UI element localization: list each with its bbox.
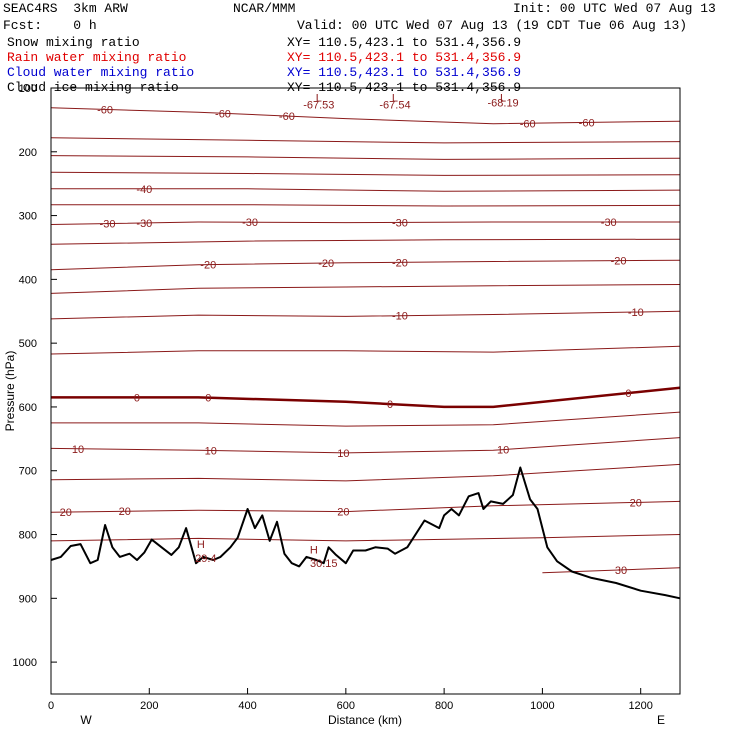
extremum-annotation: -68.19 bbox=[487, 97, 518, 109]
y-tick-label: 300 bbox=[19, 211, 37, 223]
extremum-annotation: L bbox=[316, 92, 322, 104]
init-time: Init: 00 UTC Wed 07 Aug 13 bbox=[513, 1, 716, 16]
extremum-annotation: L bbox=[392, 92, 398, 104]
isotherm-label: 10 bbox=[497, 445, 509, 457]
isotherm-label: -60 bbox=[520, 118, 536, 130]
isotherm-label: -30 bbox=[242, 217, 258, 229]
isotherm-label: -30 bbox=[136, 218, 152, 230]
y-tick-label: 900 bbox=[19, 593, 37, 605]
y-tick-label: 100 bbox=[19, 83, 37, 95]
isotherm-line bbox=[50, 221, 680, 225]
isotherm-label: -60 bbox=[279, 111, 295, 123]
isotherm-label: -20 bbox=[392, 257, 408, 269]
x-end-label-west: W bbox=[80, 713, 92, 727]
isotherm-line bbox=[51, 188, 681, 192]
isotherm-line bbox=[51, 204, 681, 207]
x-tick-label: 800 bbox=[435, 700, 453, 712]
legend-snow: Snow mixing ratio bbox=[7, 35, 140, 50]
x-tick-label: 0 bbox=[48, 700, 54, 712]
x-tick-label: 400 bbox=[238, 700, 256, 712]
y-tick-label: 200 bbox=[19, 147, 37, 159]
x-end-label-east: E bbox=[657, 713, 665, 727]
y-tick-label: 1000 bbox=[13, 657, 37, 669]
y-tick-label: 500 bbox=[19, 338, 37, 350]
isotherm-line bbox=[50, 137, 681, 144]
isotherm-label: 0 bbox=[625, 388, 631, 400]
isotherm-line bbox=[50, 107, 681, 125]
y-axis-label: Pressure (hPa) bbox=[3, 351, 17, 432]
isotherm-line bbox=[50, 238, 681, 245]
extremum-annotation: H bbox=[197, 539, 205, 551]
isotherm-label: 0 bbox=[205, 393, 211, 405]
extremum-annotation: -67.54 bbox=[379, 99, 410, 111]
x-axis-label: Distance (km) bbox=[328, 713, 402, 727]
valid-time: Valid: 00 UTC Wed 07 Aug 13 (19 CDT Tue … bbox=[297, 18, 688, 33]
isotherm-line bbox=[50, 284, 681, 294]
chart-axes: 0 200 400 600 800 1000 12001002003004005006007… bbox=[13, 83, 653, 712]
y-tick-label: 600 bbox=[19, 402, 37, 414]
plot-frame bbox=[50, 87, 681, 695]
legend-cloud-water: Cloud water mixing ratio bbox=[7, 65, 195, 80]
x-tick-label: 200 bbox=[140, 700, 158, 712]
isotherm-label: 20 bbox=[60, 507, 72, 519]
isotherm-label: 10 bbox=[72, 444, 84, 456]
isotherm-line bbox=[51, 411, 681, 427]
isotherm-line bbox=[50, 500, 681, 513]
legend-snow-xy: XY= 110.5,423.1 to 531.4,356.9 bbox=[287, 35, 522, 50]
x-tick-label: 600 bbox=[337, 700, 355, 712]
extremum-annotation: 29.4 bbox=[195, 553, 216, 565]
isotherm-label: -40 bbox=[136, 184, 152, 196]
isotherm-line bbox=[50, 310, 681, 320]
model-title: SEAC4RS 3km ARW bbox=[3, 1, 128, 16]
source-label: NCAR/MMM bbox=[233, 1, 296, 16]
isotherm-label: -30 bbox=[100, 219, 116, 231]
isotherm-label: -20 bbox=[200, 260, 216, 272]
isotherm-line bbox=[50, 534, 681, 542]
isotherm-label: -30 bbox=[392, 217, 408, 229]
isotherm-label: -10 bbox=[392, 311, 408, 323]
isotherm-label: 30 bbox=[615, 565, 627, 577]
isotherm-line bbox=[50, 463, 681, 482]
isotherm-label: 20 bbox=[119, 506, 131, 518]
isotherm-label: 10 bbox=[205, 446, 217, 458]
isotherm-line bbox=[50, 155, 681, 160]
isotherm-line bbox=[50, 345, 681, 355]
y-tick-label: 400 bbox=[19, 274, 37, 286]
isotherm-label: 0 bbox=[387, 399, 393, 411]
x-tick-label: 1200 bbox=[628, 700, 652, 712]
legend-rain-xy: XY= 110.5,423.1 to 531.4,356.9 bbox=[287, 50, 522, 65]
legend-cloud-water-xy: XY= 110.5,423.1 to 531.4,356.9 bbox=[287, 65, 522, 80]
isotherm-line bbox=[542, 567, 681, 574]
isotherm-label: 0 bbox=[134, 392, 140, 404]
isotherm-label: -60 bbox=[215, 108, 231, 120]
chart-marks: -60 -60 -60 -60 -60 -40 -30 -30 -30 -30 -30 -20 -20 -… bbox=[50, 92, 681, 600]
isotherm-line bbox=[50, 259, 681, 271]
legend-rain: Rain water mixing ratio bbox=[7, 50, 187, 65]
isotherm-label: -20 bbox=[611, 256, 627, 268]
extremum-annotation: L bbox=[500, 92, 506, 104]
isotherm-label: 10 bbox=[337, 448, 349, 460]
isotherm-label: -20 bbox=[318, 258, 334, 270]
x-tick-label: 1000 bbox=[530, 700, 554, 712]
extremum-annotation: 30.15 bbox=[310, 558, 338, 570]
isotherm-label: -60 bbox=[97, 104, 113, 116]
y-tick-label: 800 bbox=[19, 530, 37, 542]
y-tick-label: 700 bbox=[19, 466, 37, 478]
terrain-line bbox=[50, 466, 681, 600]
extremum-annotation: H bbox=[310, 545, 318, 557]
isotherm-label: -30 bbox=[601, 217, 617, 229]
extremum-annotation: -67.53 bbox=[303, 99, 334, 111]
forecast-hour: Fcst: 0 h bbox=[3, 18, 97, 33]
isotherm-line bbox=[51, 386, 681, 409]
isotherm-label: 20 bbox=[630, 497, 642, 509]
isotherm-line bbox=[50, 437, 681, 454]
isotherm-label: 20 bbox=[337, 507, 349, 519]
isotherm-line bbox=[50, 171, 681, 176]
isotherm-label: -60 bbox=[579, 117, 595, 129]
isotherm-label: -10 bbox=[628, 307, 644, 319]
